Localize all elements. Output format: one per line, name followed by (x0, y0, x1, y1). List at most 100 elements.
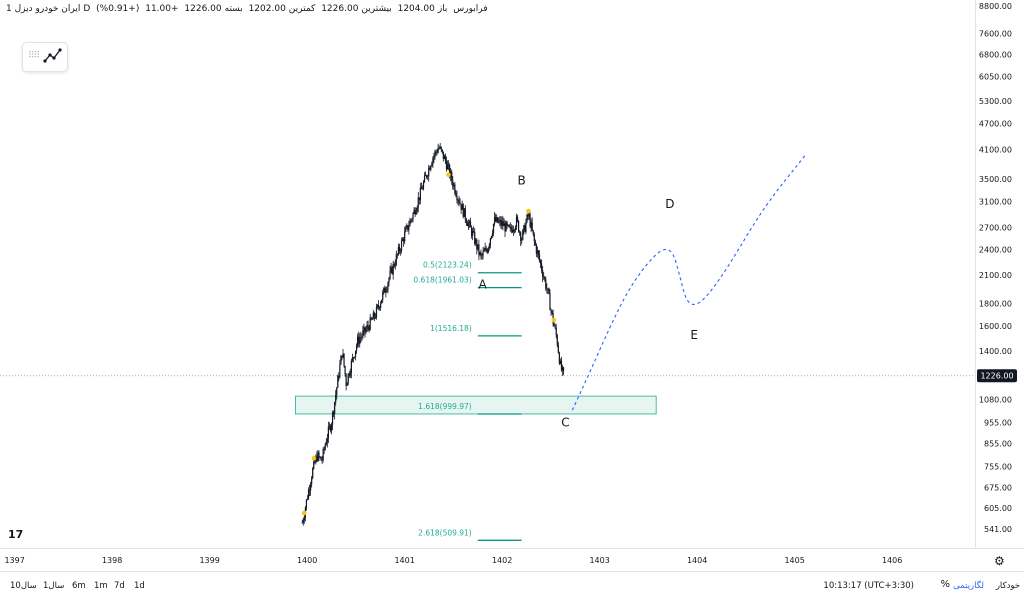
candle-body (428, 167, 430, 177)
candle-body (395, 254, 397, 265)
timeframe-6m[interactable]: 6m (72, 581, 86, 591)
indicator-toolbox[interactable]: ⠿⠿ (22, 42, 68, 72)
drag-handle-icon[interactable]: ⠿⠿ (28, 51, 40, 61)
candle-body (419, 187, 421, 200)
signal-marker[interactable] (526, 208, 531, 214)
candle-body (444, 156, 447, 161)
candle-body (453, 184, 455, 187)
candle-body (549, 293, 551, 311)
symbol-title[interactable]: ایران خودرو دیزل (14, 4, 81, 14)
candle-body (499, 219, 501, 222)
timeframe-1d[interactable]: 1d (134, 581, 145, 591)
candle-body (301, 522, 303, 524)
candle-body (338, 375, 340, 378)
candle-body (504, 223, 506, 232)
candle-body (361, 336, 363, 338)
candle-body (519, 231, 521, 233)
chart-header: ایران خودرو دیزل 1D فرابورس باز1204.00 ب… (6, 4, 491, 14)
support-zone[interactable] (295, 395, 657, 415)
timeframe-10y[interactable]: سال10 (10, 581, 37, 591)
candle-body (360, 337, 362, 339)
candle-body (476, 239, 478, 250)
projection-path[interactable] (571, 153, 807, 411)
clock[interactable]: 10:13:17 (UTC+3:30) (823, 581, 914, 591)
auto-scale-toggle[interactable]: خودکار (995, 581, 1020, 591)
candle-body (391, 267, 393, 275)
candle-body (500, 219, 502, 226)
candle-body (368, 327, 370, 330)
candle-body (543, 276, 545, 278)
timeframe-7d[interactable]: 7d (114, 581, 125, 591)
candle-body (548, 288, 550, 294)
candle-body (394, 264, 396, 267)
candle-body (388, 278, 390, 283)
candle-body (378, 306, 381, 309)
candle-body (478, 244, 480, 255)
candle-body (468, 221, 471, 224)
candle-body (518, 220, 520, 232)
candle-body (544, 277, 546, 280)
candle-body (401, 239, 404, 241)
candle-body (560, 360, 563, 371)
candle-body (326, 438, 328, 443)
interval[interactable]: 1D (6, 4, 91, 14)
price-chart[interactable]: 0.5(2123.24) 0.618(1961.03) 1(1516.18) 1.61… (0, 0, 1024, 571)
wave-label[interactable]: B (518, 173, 526, 187)
candle-body (331, 412, 334, 425)
gear-icon[interactable]: ⚙ (994, 554, 1005, 568)
candle-body (488, 244, 490, 248)
candle-body (555, 327, 557, 336)
candle-body (530, 222, 532, 227)
time-tick-label: 1399 (199, 556, 219, 565)
candle-body (365, 329, 367, 333)
signal-marker[interactable] (311, 455, 317, 461)
candle-body (307, 489, 310, 499)
exchange: فرابورس (453, 4, 488, 14)
candle-body (513, 230, 516, 231)
candle-body (418, 197, 420, 200)
candle-body (521, 239, 523, 241)
candle-body (344, 365, 346, 375)
candle-body (553, 323, 555, 327)
price-tick-label: 3100.00 (979, 198, 1012, 207)
wave-label[interactable]: A (479, 278, 488, 292)
timeframe-1m[interactable]: 1m (94, 581, 108, 591)
candle-body (373, 312, 375, 318)
candle-body (503, 223, 505, 227)
candle-body (480, 252, 482, 256)
price-tick-label: 7600.00 (979, 30, 1012, 39)
wave-label[interactable]: E (690, 328, 698, 342)
tradingview-logo-icon[interactable]: 𝟭𝟳 (8, 528, 24, 541)
open-label: باز (437, 4, 448, 14)
candle-body (537, 250, 540, 255)
candle-body (527, 214, 529, 216)
candle-body (482, 251, 484, 256)
signal-marker[interactable] (551, 317, 557, 323)
candle-body (412, 213, 414, 219)
candle-body (439, 146, 441, 148)
wave-label[interactable]: D (665, 197, 674, 211)
candle-body (463, 208, 465, 217)
candle-body (405, 227, 407, 232)
timeframe-1y[interactable]: سال1 (43, 581, 65, 591)
indicator-icon[interactable] (43, 47, 63, 65)
candle-body (523, 225, 525, 231)
candle-body (384, 287, 386, 293)
price-tick-label: 1080.00 (979, 396, 1012, 405)
candle-body (514, 227, 517, 231)
candle-body (403, 239, 405, 242)
candle-body (431, 163, 433, 167)
price-tick-label: 5300.00 (979, 97, 1012, 106)
candle-body (496, 217, 498, 222)
log-scale-toggle[interactable]: لگاریتمی (953, 581, 984, 591)
percent-toggle[interactable]: % (940, 579, 950, 590)
signal-marker[interactable] (446, 172, 451, 178)
candle-body (321, 459, 323, 461)
candle-body (536, 250, 539, 254)
candle-body (322, 449, 324, 460)
candle-body (515, 216, 518, 228)
wave-label[interactable]: C (561, 416, 569, 430)
candle-body (336, 387, 338, 395)
signal-marker[interactable] (301, 510, 307, 516)
candle-body (493, 217, 496, 224)
